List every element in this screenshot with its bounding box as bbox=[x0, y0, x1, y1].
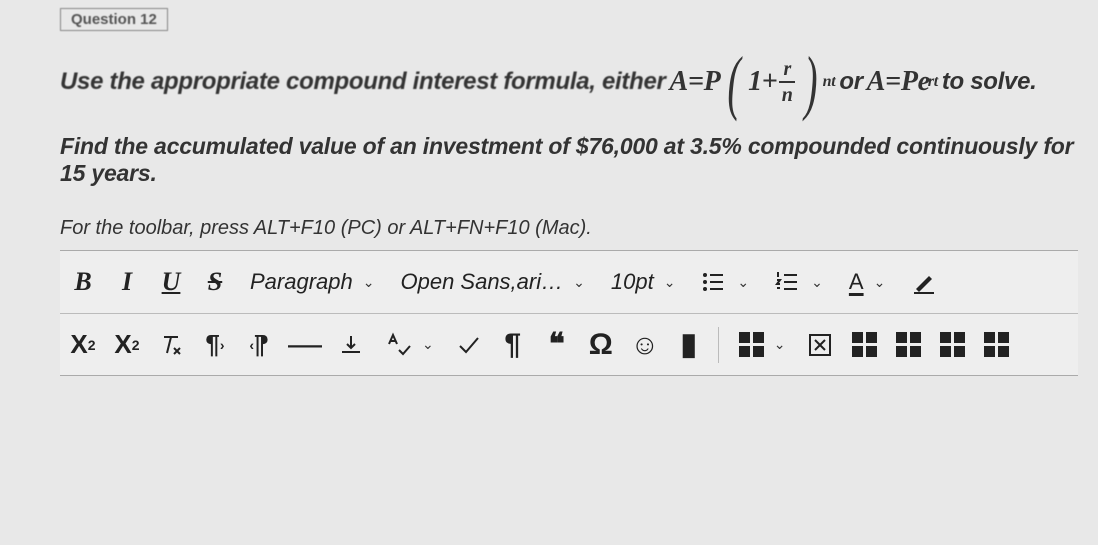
table-row-below-button[interactable] bbox=[889, 324, 927, 366]
table-icon bbox=[739, 332, 764, 357]
ltr-button[interactable]: ¶› bbox=[196, 324, 234, 366]
pilcrow-button[interactable]: ¶ bbox=[494, 324, 532, 366]
highlight-color-dropdown[interactable] bbox=[901, 261, 947, 303]
insert-table-dropdown[interactable]: ⌄ bbox=[729, 324, 796, 366]
chevron-down-icon: ⌄ bbox=[363, 274, 375, 291]
font-size-dropdown[interactable]: 10pt ⌄ bbox=[601, 261, 686, 303]
abc-check-dropdown[interactable]: ⌄ bbox=[376, 324, 444, 366]
paragraph-dropdown[interactable]: Paragraph ⌄ bbox=[240, 261, 384, 303]
bold-button[interactable]: B bbox=[64, 261, 102, 303]
chevron-down-icon: ⌄ bbox=[811, 274, 823, 291]
editor-toolbar: B I U S Paragraph ⌄ Open Sans,ari… ⌄ 10p… bbox=[60, 250, 1078, 376]
table-grid-icon bbox=[896, 332, 921, 357]
toolbar-row-1: B I U S Paragraph ⌄ Open Sans,ari… ⌄ 10p… bbox=[60, 251, 1078, 313]
font-family-dropdown[interactable]: Open Sans,ari… ⌄ bbox=[390, 261, 594, 303]
chevron-down-icon: ⌄ bbox=[774, 336, 786, 353]
bullet-list-icon bbox=[701, 269, 727, 295]
formula-prompt: Use the appropriate compound interest fo… bbox=[60, 59, 1078, 105]
clear-formatting-button[interactable] bbox=[152, 324, 190, 366]
text-color-dropdown[interactable]: A ⌄ bbox=[839, 261, 895, 303]
insert-line-icon bbox=[338, 332, 364, 358]
horizontal-rule-button[interactable]: — bbox=[284, 324, 326, 366]
highlighter-icon bbox=[911, 269, 937, 295]
blockquote-button[interactable]: ❝ bbox=[538, 324, 576, 366]
numbered-list-dropdown[interactable]: ⌄ bbox=[765, 261, 833, 303]
subscript-button[interactable]: X2 bbox=[108, 324, 146, 366]
insert-line-button[interactable] bbox=[332, 324, 370, 366]
underline-button[interactable]: U bbox=[152, 261, 190, 303]
clear-format-icon bbox=[158, 332, 184, 358]
strikethrough-button[interactable]: S bbox=[196, 261, 234, 303]
delete-table-button[interactable] bbox=[801, 324, 839, 366]
formula-compound: A = P ( 1 + r n ) nt bbox=[670, 59, 836, 105]
check-icon bbox=[456, 332, 482, 358]
separator bbox=[718, 327, 719, 363]
italic-button[interactable]: I bbox=[108, 261, 146, 303]
question-body: Find the accumulated value of an investm… bbox=[60, 133, 1078, 187]
bullet-list-dropdown[interactable]: ⌄ bbox=[691, 261, 759, 303]
table-grid-icon bbox=[940, 332, 965, 357]
chevron-down-icon: ⌄ bbox=[422, 336, 434, 353]
table-grid-icon bbox=[984, 332, 1009, 357]
special-char-button[interactable]: Ω bbox=[582, 324, 620, 366]
table-delete-icon bbox=[807, 332, 833, 358]
numbered-list-icon bbox=[775, 269, 801, 295]
anchor-button[interactable]: ▮ bbox=[670, 324, 708, 366]
table-col-left-button[interactable] bbox=[933, 324, 971, 366]
checkmark-button[interactable] bbox=[450, 324, 488, 366]
prompt-lead: Use the appropriate compound interest fo… bbox=[60, 68, 666, 96]
table-grid-icon bbox=[852, 332, 877, 357]
table-row-above-button[interactable] bbox=[845, 324, 883, 366]
spellcheck-icon bbox=[386, 332, 412, 358]
emoji-button[interactable]: ☺ bbox=[626, 324, 664, 366]
chevron-down-icon: ⌄ bbox=[874, 274, 886, 291]
chevron-down-icon: ⌄ bbox=[737, 274, 749, 291]
formula-continuous: A = Pe rt bbox=[867, 66, 938, 98]
fraction-r-over-n: r n bbox=[779, 59, 794, 105]
superscript-button[interactable]: X2 bbox=[64, 324, 102, 366]
table-col-right-button[interactable] bbox=[977, 324, 1015, 366]
chevron-down-icon: ⌄ bbox=[664, 274, 676, 291]
rtl-button[interactable]: ‹¶ bbox=[240, 324, 278, 366]
chevron-down-icon: ⌄ bbox=[573, 274, 585, 291]
question-label: Question 12 bbox=[60, 8, 168, 31]
toolbar-hint: For the toolbar, press ALT+F10 (PC) or A… bbox=[60, 217, 1078, 240]
toolbar-row-2: X2 X2 ¶› ‹¶ — bbox=[60, 313, 1078, 375]
